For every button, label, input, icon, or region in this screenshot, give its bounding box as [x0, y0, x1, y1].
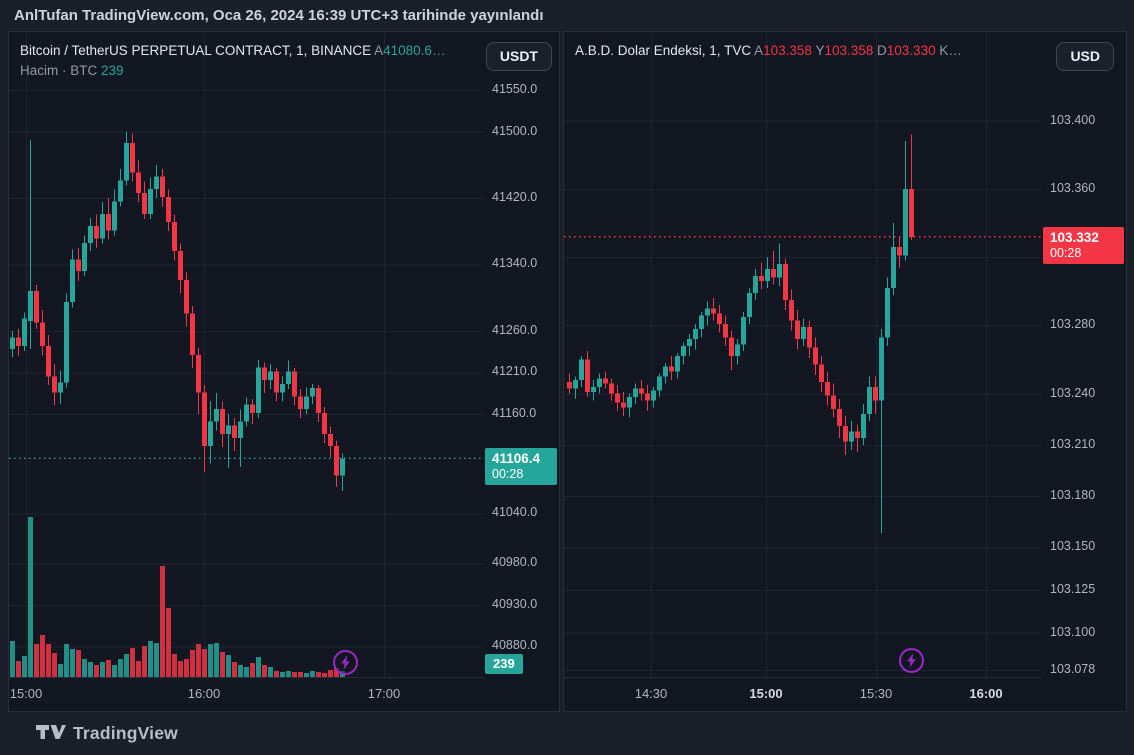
- dxy-last-price: 103.332: [1050, 229, 1099, 245]
- time-tick-label: 15:00: [749, 686, 783, 701]
- publish-info-bar: AnlTufan TradingView.com, Oca 26, 2024 1…: [0, 0, 1134, 31]
- volume-indicator-label: Hacim · BTC: [20, 63, 98, 78]
- price-tick-label: 41160.0: [492, 405, 537, 420]
- price-tick-label: 41500.0: [492, 123, 538, 138]
- price-tick-label: 103.400: [1050, 112, 1096, 127]
- price-tick-label: 40980.0: [492, 555, 538, 570]
- symbol-title-row: Bitcoin / TetherUS PERPETUAL CONTRACT, 1…: [20, 41, 445, 61]
- footer-bar: TradingView: [0, 712, 1134, 755]
- tradingview-logo-text: TradingView: [73, 723, 178, 743]
- btcusdt-last-price: 41106.4: [492, 451, 541, 467]
- stat-low-value: 103.330: [886, 43, 936, 58]
- dxy-bar-countdown: 00:28: [1050, 245, 1082, 260]
- stat-low-label: D: [877, 43, 887, 58]
- dxy-candlestick-plot[interactable]: [564, 32, 1041, 677]
- price-tick-label: 41210.0: [492, 364, 538, 379]
- lightning-icon: [333, 650, 358, 675]
- price-tick-label: 40880.0: [492, 638, 538, 653]
- chart-legend-btcusdt[interactable]: Bitcoin / TetherUS PERPETUAL CONTRACT, 1…: [20, 41, 445, 81]
- dxy-time-axis[interactable]: 14:30 15:00 15:30 16:00: [564, 677, 1041, 710]
- chart-pane-dxy: A.B.D. Dolar Endeksi, 1, TVC A103.358 Y1…: [563, 31, 1127, 712]
- time-tick-label: 15:30: [859, 686, 893, 701]
- price-tick-label: 103.150: [1050, 539, 1096, 554]
- price-tick-label: 41340.0: [492, 256, 538, 271]
- btcusdt-last-price-badge: 41106.4 00:28: [485, 448, 557, 486]
- price-tick-label: 103.125: [1050, 581, 1096, 596]
- btcusdt-volume-badge: 239: [485, 654, 523, 674]
- volume-indicator-value: 239: [101, 63, 124, 78]
- stat-high-label: Y: [815, 43, 825, 58]
- currency-toggle-usdt-button[interactable]: USDT: [485, 42, 552, 71]
- last-price-label: A: [374, 43, 384, 58]
- price-tick-label: 103.280: [1050, 317, 1096, 332]
- last-price-value: 41080.6…: [383, 43, 446, 58]
- btcusdt-price-axis[interactable]: 41106.4 00:28 239 41550.0 41500.0 41420.0 4…: [483, 32, 559, 677]
- time-tick-label: 16:00: [187, 686, 221, 701]
- price-tick-label: 103.360: [1050, 180, 1096, 195]
- price-tick-label: 103.100: [1050, 624, 1096, 639]
- time-tick-label: 16:00: [969, 686, 1003, 701]
- stat-open-label: A: [754, 43, 764, 58]
- time-tick-label: 17:00: [367, 686, 401, 701]
- btcusdt-candlestick-plot[interactable]: [9, 32, 483, 677]
- price-tick-label: 40930.0: [492, 596, 538, 611]
- symbol-title: A.B.D. Dolar Endeksi, 1, TVC: [575, 43, 752, 58]
- lightning-button-left[interactable]: [332, 649, 359, 676]
- lightning-icon: [899, 648, 924, 673]
- volume-indicator-row: Hacim · BTC 239: [20, 61, 445, 81]
- price-tick-label: 103.180: [1050, 488, 1096, 503]
- dxy-last-price-badge: 103.332 00:28: [1043, 226, 1124, 264]
- price-tick-label: 103.078: [1050, 662, 1096, 677]
- stat-high-value: 103.358: [824, 43, 874, 58]
- chart-legend-dxy[interactable]: A.B.D. Dolar Endeksi, 1, TVC A103.358 Y1…: [575, 41, 962, 61]
- price-tick-label: 41550.0: [492, 82, 538, 97]
- lightning-button-right[interactable]: [898, 647, 925, 674]
- tradingview-logo-icon: [36, 724, 66, 739]
- stat-close-label: K…: [939, 43, 962, 58]
- currency-toggle-usd-button[interactable]: USD: [1056, 42, 1114, 71]
- btcusdt-bar-countdown: 00:28: [492, 467, 524, 482]
- price-tick-label: 103.210: [1050, 436, 1096, 451]
- time-tick-label: 14:30: [634, 686, 668, 701]
- time-tick-label: 15:00: [9, 686, 43, 701]
- price-tick-label: 41040.0: [492, 505, 538, 520]
- price-tick-label: 41420.0: [492, 190, 538, 205]
- dxy-price-axis[interactable]: 103.332 00:28 103.400 103.360 103.280 103.2…: [1041, 32, 1126, 677]
- symbol-title: Bitcoin / TetherUS PERPETUAL CONTRACT, 1…: [20, 43, 372, 58]
- publish-info-text: AnlTufan TradingView.com, Oca 26, 2024 1…: [14, 7, 544, 24]
- price-tick-label: 41260.0: [492, 322, 538, 337]
- stat-open-value: 103.358: [763, 43, 812, 58]
- chart-pane-btcusdt: Bitcoin / TetherUS PERPETUAL CONTRACT, 1…: [8, 31, 560, 712]
- price-tick-label: 103.240: [1050, 385, 1096, 400]
- btcusdt-time-axis[interactable]: 15:00 16:00 17:00: [9, 677, 483, 710]
